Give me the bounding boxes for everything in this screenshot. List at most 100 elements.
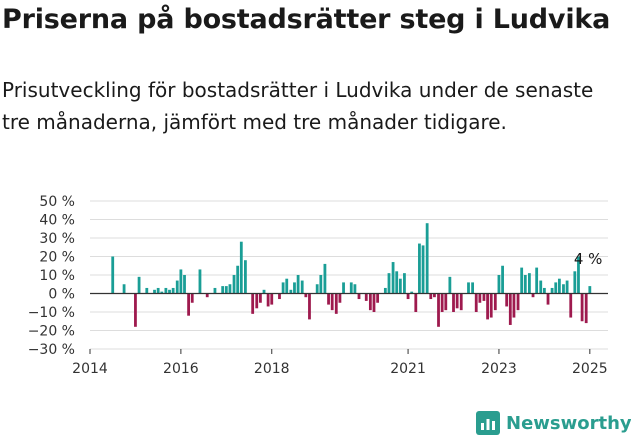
bar xyxy=(258,293,262,303)
bar xyxy=(293,282,296,294)
y-tick-label: 0 % xyxy=(48,287,75,303)
bar xyxy=(577,256,580,294)
x-tick-label: 2021 xyxy=(390,361,426,377)
bar xyxy=(232,275,236,294)
bar xyxy=(190,293,194,303)
bar xyxy=(482,293,486,301)
bar xyxy=(239,241,243,294)
bar xyxy=(433,293,436,298)
x-tick-label: 2023 xyxy=(481,361,517,377)
bar xyxy=(429,293,433,300)
bar xyxy=(330,293,334,311)
bar xyxy=(391,262,395,294)
bar xyxy=(467,282,470,294)
bar xyxy=(383,287,387,294)
chart-subtitle: Prisutveckling för bostadsrätter i Ludvi… xyxy=(2,78,594,134)
bar xyxy=(349,282,353,294)
bar xyxy=(550,287,554,294)
bar xyxy=(573,271,577,294)
bar xyxy=(520,267,524,294)
y-tick-label: 50 % xyxy=(39,194,75,210)
bar xyxy=(319,275,323,294)
bar xyxy=(323,263,327,294)
bar xyxy=(584,293,588,324)
bar xyxy=(489,293,493,318)
bar xyxy=(368,293,372,311)
bar xyxy=(410,291,414,294)
bar xyxy=(505,293,509,307)
bar xyxy=(376,293,380,303)
bar xyxy=(395,271,399,294)
bar xyxy=(565,280,569,294)
bar xyxy=(164,287,168,294)
bar xyxy=(588,286,592,294)
bar xyxy=(448,276,452,294)
bar xyxy=(308,293,311,320)
bar xyxy=(334,293,338,314)
y-tick-label: 30 % xyxy=(39,231,75,247)
bar xyxy=(270,293,274,305)
bar xyxy=(224,286,228,294)
bar xyxy=(364,293,368,301)
x-tick-label: 2018 xyxy=(254,361,290,377)
bar xyxy=(251,293,255,314)
bar xyxy=(315,284,319,294)
bar xyxy=(160,291,164,294)
bar xyxy=(244,260,247,294)
bar xyxy=(539,280,543,294)
bar xyxy=(300,280,304,294)
bar xyxy=(554,282,558,294)
y-tick-label: −30 % xyxy=(28,342,75,358)
bar xyxy=(421,245,425,294)
bar xyxy=(531,293,535,298)
bar xyxy=(562,284,565,294)
bar xyxy=(266,293,270,307)
y-tick-label: −20 % xyxy=(28,324,75,340)
bar xyxy=(168,289,171,294)
bar xyxy=(398,278,402,294)
bar xyxy=(221,286,225,294)
bar xyxy=(338,293,342,303)
bar xyxy=(357,293,361,300)
bar xyxy=(501,265,504,294)
chart-title: Priserna på bostadsrätter steg i Ludvika xyxy=(2,4,611,35)
bar xyxy=(153,289,156,294)
newsworthy-logo-icon xyxy=(476,411,500,435)
bar xyxy=(289,289,293,294)
bar xyxy=(493,293,497,311)
bar xyxy=(304,293,308,298)
x-tick-label: 2016 xyxy=(163,361,199,377)
bar xyxy=(452,293,455,312)
brand-name: Newsworthy xyxy=(506,412,631,434)
bar xyxy=(255,293,259,309)
y-tick-label: 40 % xyxy=(39,213,75,229)
bar xyxy=(523,275,527,294)
bar xyxy=(171,287,175,294)
bar xyxy=(387,273,391,294)
bar xyxy=(134,293,137,327)
bar xyxy=(175,280,179,294)
bar xyxy=(285,278,289,294)
y-axis-ticks: 50 % 40 % 30 % 20 % 10 % 0 % −10 % −20 % −30 % xyxy=(28,194,75,358)
bar xyxy=(342,282,345,294)
brand: Newsworthy xyxy=(476,409,631,437)
bar xyxy=(228,284,232,294)
bar xyxy=(471,282,474,294)
bar xyxy=(478,293,482,303)
bar xyxy=(183,275,186,294)
y-tick-label: 10 % xyxy=(39,268,75,284)
bar xyxy=(474,293,478,312)
x-tick-label: 2025 xyxy=(572,361,608,377)
bar xyxy=(512,293,516,318)
bar xyxy=(440,293,444,312)
x-axis-ticks: 2014 2016 2018 2021 2023 2025 xyxy=(72,349,608,377)
y-tick-label: −10 % xyxy=(28,305,75,321)
bar xyxy=(516,293,520,311)
bar xyxy=(437,293,440,327)
bar xyxy=(179,269,183,294)
bar xyxy=(418,243,421,294)
bar xyxy=(236,265,240,294)
bar xyxy=(546,293,550,305)
bar xyxy=(296,275,300,294)
